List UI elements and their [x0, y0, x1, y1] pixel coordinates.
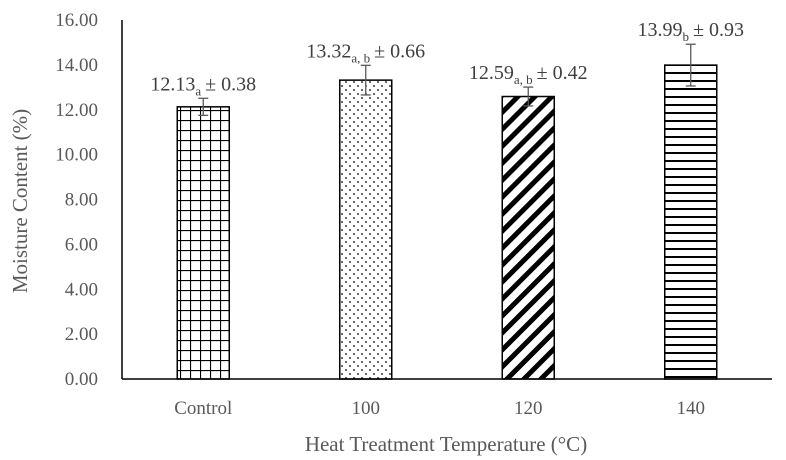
- error-bar-140: [685, 43, 696, 87]
- bars-group: [176, 64, 718, 380]
- x-tick-label: 100: [352, 398, 381, 419]
- x-tick-label: 120: [514, 398, 543, 419]
- x-tick-label: Control: [174, 398, 232, 419]
- y-axis-ticks: 0.00 2.00 4.00 6.00 8.00 10.00 12.00 14.00 16.00: [55, 10, 98, 390]
- x-axis-ticks: Control 100 120 140: [174, 398, 705, 419]
- error-bar-control: [198, 97, 209, 117]
- data-labels-group: 12.13a ± 0.38 13.32a, b ± 0.66 12.59a, b ±…: [150, 19, 744, 98]
- y-tick-label: 2.00: [65, 324, 98, 345]
- bar-120: [501, 95, 555, 380]
- data-label: 13.99b ± 0.93: [638, 19, 744, 44]
- y-tick-label: 0.00: [65, 369, 98, 390]
- y-tick-label: 10.00: [55, 145, 98, 166]
- error-bar-120: [523, 86, 534, 107]
- data-label: 13.32a, b ± 0.66: [306, 40, 425, 65]
- error-bars-group: [198, 43, 696, 117]
- y-tick-label: 8.00: [65, 190, 98, 211]
- y-tick-label: 14.00: [55, 55, 98, 76]
- bar-control: [176, 106, 230, 380]
- y-tick-label: 12.00: [55, 100, 98, 121]
- y-axis-title-group: Moisture Content (%): [8, 109, 32, 293]
- data-label: 12.59a, b ± 0.42: [469, 62, 588, 87]
- x-tick-label: 140: [677, 398, 706, 419]
- y-tick-label: 16.00: [55, 10, 98, 31]
- y-axis-title: Moisture Content (%): [8, 109, 32, 293]
- bar-140: [664, 64, 718, 380]
- x-axis-title: Heat Treatment Temperature (°C): [305, 432, 587, 456]
- bar-100: [339, 79, 393, 380]
- data-label: 12.13a ± 0.38: [150, 73, 256, 98]
- y-tick-label: 6.00: [65, 234, 98, 255]
- y-tick-label: 4.00: [65, 279, 98, 300]
- error-bar-100: [360, 64, 371, 96]
